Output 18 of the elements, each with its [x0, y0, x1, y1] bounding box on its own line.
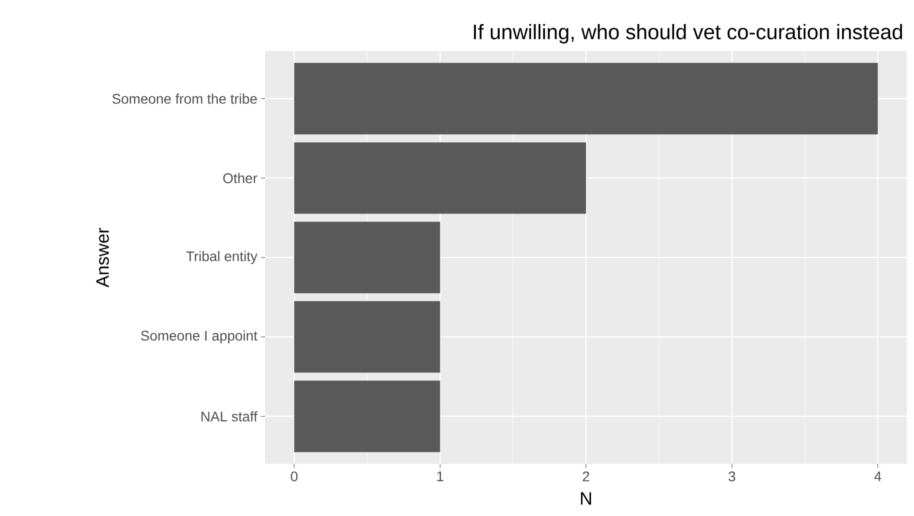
bar [294, 301, 440, 373]
bar [294, 222, 440, 294]
x-tick-label: 4 [874, 472, 882, 482]
y-axis-title: Answer [96, 228, 109, 288]
x-tick-label: 1 [437, 472, 444, 482]
y-tick-label: Other [223, 172, 258, 184]
bar [294, 380, 440, 452]
y-tick-label: Tribal entity [186, 250, 258, 264]
x-tick-label: 2 [582, 472, 590, 482]
y-tick-label: Someone from the tribe [112, 94, 257, 104]
chart-title: If unwilling, who should vet co-curation instead [474, 24, 902, 44]
bar [294, 142, 586, 214]
x-axis-title: N [581, 492, 592, 505]
x-tick-label: 0 [290, 472, 298, 482]
bar [294, 62, 878, 134]
x-tick-label: 3 [728, 472, 736, 482]
y-tick-label: Someone I appoint [141, 330, 258, 344]
y-tick-label: NAL staff [202, 411, 258, 422]
